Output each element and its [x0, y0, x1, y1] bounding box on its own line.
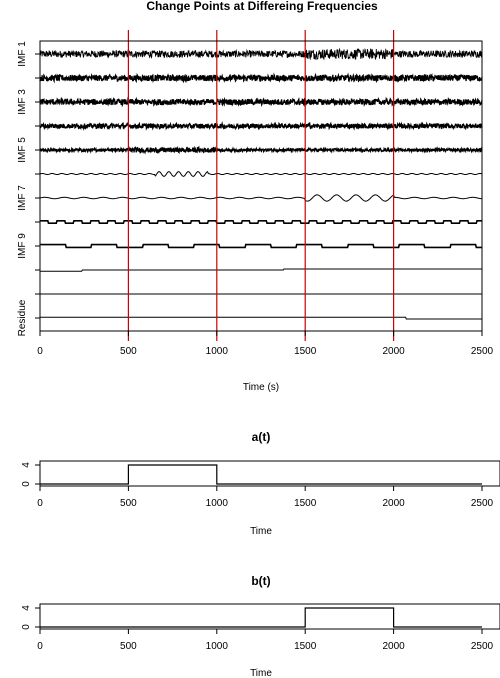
main-y-tick-label: IMF 5 [17, 137, 28, 163]
imf-series-7 [39, 194, 483, 202]
main-x-tick-label: 500 [120, 346, 137, 357]
a-y-tick-label: 4 [21, 462, 32, 468]
imf-series-2 [39, 72, 483, 84]
imf-series-1 [39, 47, 483, 61]
main-x-tick-label: 1000 [206, 346, 229, 357]
b-x-tick-label: 1000 [206, 641, 229, 652]
main-plot-frame [39, 40, 483, 332]
imf-series-6 [39, 170, 483, 177]
imf-series-8 [40, 219, 482, 225]
b-line [40, 607, 482, 628]
main-y-tick-label: IMF 1 [17, 41, 28, 67]
main-x-axis: 0 500 1000 1500 2000 2500 [37, 330, 494, 357]
a-x-tick-label: 0 [37, 498, 43, 509]
a-plot-frame [39, 460, 500, 487]
b-panel: b(t) 0 500 1000 1500 2000 2500 0 4 Time [21, 574, 500, 678]
a-x-tick-label: 500 [120, 498, 137, 509]
imf-series-12 [40, 316, 482, 320]
main-y-tick-label: IMF 9 [17, 233, 28, 259]
b-x-tick-label: 2500 [471, 641, 494, 652]
imf-signals [39, 47, 483, 320]
main-x-tick-label: 0 [37, 346, 43, 357]
a-x-tick-label: 2500 [471, 498, 494, 509]
a-x-tick-label: 1500 [294, 498, 317, 509]
change-point-lines [127, 30, 395, 341]
a-x-label: Time [250, 526, 272, 537]
b-y-tick-label: 0 [21, 624, 32, 630]
b-x-tick-label: 0 [37, 641, 43, 652]
imf-series-4 [39, 120, 483, 131]
main-title: Change Points at Differeing Frequencies [146, 0, 378, 13]
a-x-tick-label: 2000 [382, 498, 405, 509]
a-axes: 0 500 1000 1500 2000 2500 0 4 [21, 462, 494, 509]
imf-series-5 [39, 145, 483, 155]
imf-series-9 [40, 243, 482, 249]
b-x-tick-label: 1500 [294, 641, 317, 652]
b-y-tick-label: 4 [21, 605, 32, 611]
b-title: b(t) [251, 574, 270, 588]
b-x-tick-label: 500 [120, 641, 137, 652]
imf-series-3 [39, 96, 483, 108]
main-y-axis: IMF 1 IMF 3 IMF 5 IMF 7 IMF 9 Residue [17, 41, 41, 336]
b-x-label: Time [250, 668, 272, 678]
a-y-tick-label: 0 [21, 481, 32, 487]
b-x-tick-label: 2000 [382, 641, 405, 652]
b-plot-frame [39, 603, 500, 630]
main-x-tick-label: 1500 [294, 346, 317, 357]
main-y-tick-label: IMF 7 [17, 185, 28, 211]
imf-panel: Change Points at Differeing Frequencies … [17, 0, 494, 393]
imf-series-10 [40, 268, 482, 272]
main-x-tick-label: 2500 [471, 346, 494, 357]
a-panel: a(t) 0 500 1000 1500 2000 2500 0 4 Time [21, 430, 500, 537]
a-line [40, 464, 482, 485]
a-title: a(t) [252, 430, 271, 444]
b-axes: 0 500 1000 1500 2000 2500 0 4 [21, 605, 494, 652]
main-y-tick-label: IMF 3 [17, 89, 28, 115]
main-x-tick-label: 2000 [382, 346, 405, 357]
a-x-tick-label: 1000 [206, 498, 229, 509]
main-x-label: Time (s) [243, 382, 279, 393]
main-y-tick-label: Residue [17, 299, 28, 336]
